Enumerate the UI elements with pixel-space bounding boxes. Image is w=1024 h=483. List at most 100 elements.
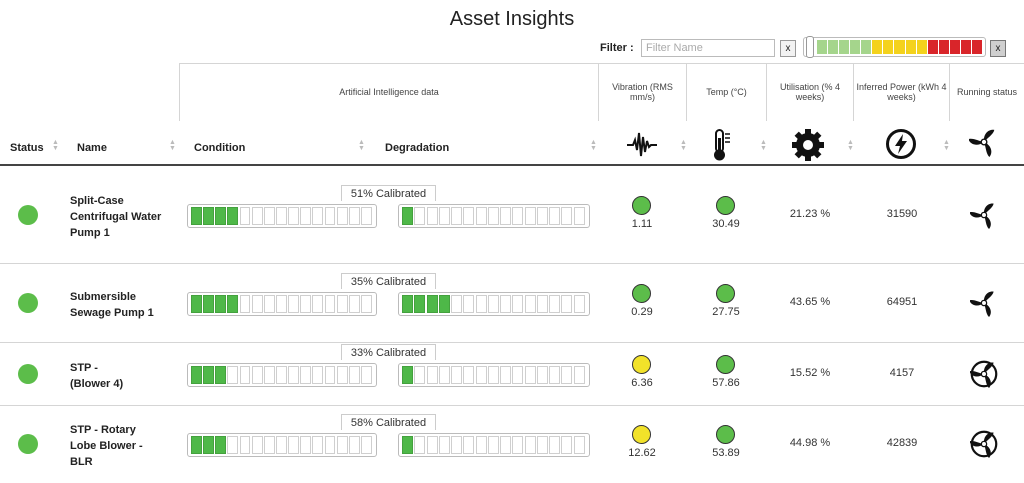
sort-icon[interactable]: ▲ ▼	[680, 139, 687, 152]
bar-segment	[402, 206, 413, 225]
bar-segment	[336, 294, 348, 313]
status-column-header[interactable]: Status	[10, 142, 44, 154]
bar-segment	[239, 365, 251, 384]
asset-name[interactable]: Submersible Sewage Pump 1	[70, 289, 180, 321]
bar-segment	[227, 206, 239, 225]
bar-segment	[191, 206, 202, 225]
bar-segment	[549, 294, 561, 313]
bar-segment	[487, 206, 499, 225]
bar-segment	[300, 365, 312, 384]
bar-segment	[215, 436, 227, 454]
utilisation-value: 43.65 %	[789, 295, 831, 308]
bar-segment	[512, 436, 524, 454]
status-scale-segment	[960, 40, 971, 54]
bar-segment	[524, 294, 536, 313]
bar-segment	[426, 436, 438, 454]
status-scale-segment	[905, 40, 916, 54]
slider-handle[interactable]	[806, 36, 814, 58]
sort-icon[interactable]: ▲ ▼	[847, 139, 854, 152]
bar-segment	[402, 365, 413, 384]
bar-segment	[487, 365, 499, 384]
asset-name[interactable]: Split-Case Centrifugal Water Pump 1	[70, 193, 180, 241]
bar-segment	[463, 365, 475, 384]
degradation-column-header[interactable]: Degradation	[385, 142, 450, 154]
bar-segment	[414, 206, 426, 225]
status-scale-segment	[872, 40, 883, 54]
sort-icon[interactable]: ▲ ▼	[590, 139, 597, 152]
bar-segment	[512, 206, 524, 225]
sort-icon[interactable]: ▲ ▼	[358, 139, 365, 152]
bar-segment	[451, 294, 463, 313]
bar-segment	[536, 436, 548, 454]
status-range-slider[interactable]	[803, 36, 986, 58]
sort-icon[interactable]: ▲ ▼	[52, 139, 59, 152]
sort-icon[interactable]: ▲ ▼	[943, 139, 950, 152]
bar-segment	[475, 294, 487, 313]
bar-segment	[512, 294, 524, 313]
utilisation-value: 15.52 %	[789, 366, 831, 379]
status-scale-segment	[861, 40, 872, 54]
status-scale-segment	[817, 40, 828, 54]
sort-icon[interactable]: ▲ ▼	[169, 139, 176, 152]
bar-segment	[239, 206, 251, 225]
inferred-power-value: 4157	[889, 366, 915, 379]
bar-segment	[524, 206, 536, 225]
bar-segment	[263, 206, 275, 225]
asset-name-line: Pump 1	[70, 226, 110, 239]
bar-segment	[288, 436, 299, 454]
calibration-label: 35% Calibrated	[341, 272, 436, 289]
bar-segment	[463, 436, 475, 454]
bar-segment	[251, 436, 263, 454]
fan-icon	[969, 129, 995, 157]
vibration-indicator	[632, 354, 651, 374]
calibration-label: 51% Calibrated	[341, 184, 436, 201]
bar-segment	[549, 436, 561, 454]
bar-segment	[215, 365, 227, 384]
filter-name-input[interactable]	[641, 39, 775, 57]
utilisation-header: Utilisation (% 4 weeks)	[766, 63, 853, 121]
bar-segment	[300, 436, 312, 454]
status-filter-clear-button[interactable]: x	[990, 40, 1006, 57]
bar-segment	[263, 365, 275, 384]
fan-icon	[970, 203, 994, 229]
bar-segment	[536, 206, 548, 225]
bar-segment	[251, 294, 263, 313]
vibration-value: 1.11	[631, 217, 653, 230]
vibration-value: 6.36	[631, 376, 653, 389]
bar-segment	[348, 294, 360, 313]
running-status-header: Running status	[949, 63, 1024, 121]
bar-segment	[438, 436, 450, 454]
bar-segment	[500, 206, 512, 225]
bar-segment	[438, 365, 450, 384]
degradation-bar	[398, 362, 590, 387]
bar-segment	[275, 294, 287, 313]
inferred-power-value: 42839	[886, 437, 918, 449]
sort-icon[interactable]: ▲ ▼	[760, 139, 767, 152]
status-indicator	[18, 434, 38, 454]
asset-name[interactable]: STP - Rotary Lobe Blower - BLR	[70, 422, 180, 470]
utilisation-value: 44.98 %	[789, 437, 831, 449]
bar-segment	[475, 365, 487, 384]
name-column-header[interactable]: Name	[77, 142, 107, 154]
bar-segment	[426, 294, 438, 313]
bar-segment	[402, 436, 413, 454]
bar-segment	[549, 206, 561, 225]
bar-segment	[426, 206, 438, 225]
bar-segment	[536, 365, 548, 384]
degradation-bar	[398, 433, 590, 457]
row-divider	[0, 263, 1024, 264]
temp-value: 57.86	[712, 376, 740, 389]
bar-segment	[336, 436, 348, 454]
vibration-wave-icon	[627, 132, 657, 157]
ai-data-header: Artificial Intelligence data	[179, 63, 598, 121]
asset-name-line: Submersible	[70, 290, 137, 303]
bar-segment	[336, 206, 348, 225]
bar-segment	[360, 436, 372, 454]
condition-column-header[interactable]: Condition	[194, 142, 246, 154]
filter-clear-button[interactable]: x	[780, 40, 796, 57]
bar-segment	[561, 206, 573, 225]
asset-name[interactable]: STP - (Blower 4)	[70, 360, 180, 392]
bar-segment	[426, 365, 438, 384]
status-indicator	[18, 363, 38, 384]
status-scale-segment	[971, 40, 982, 54]
